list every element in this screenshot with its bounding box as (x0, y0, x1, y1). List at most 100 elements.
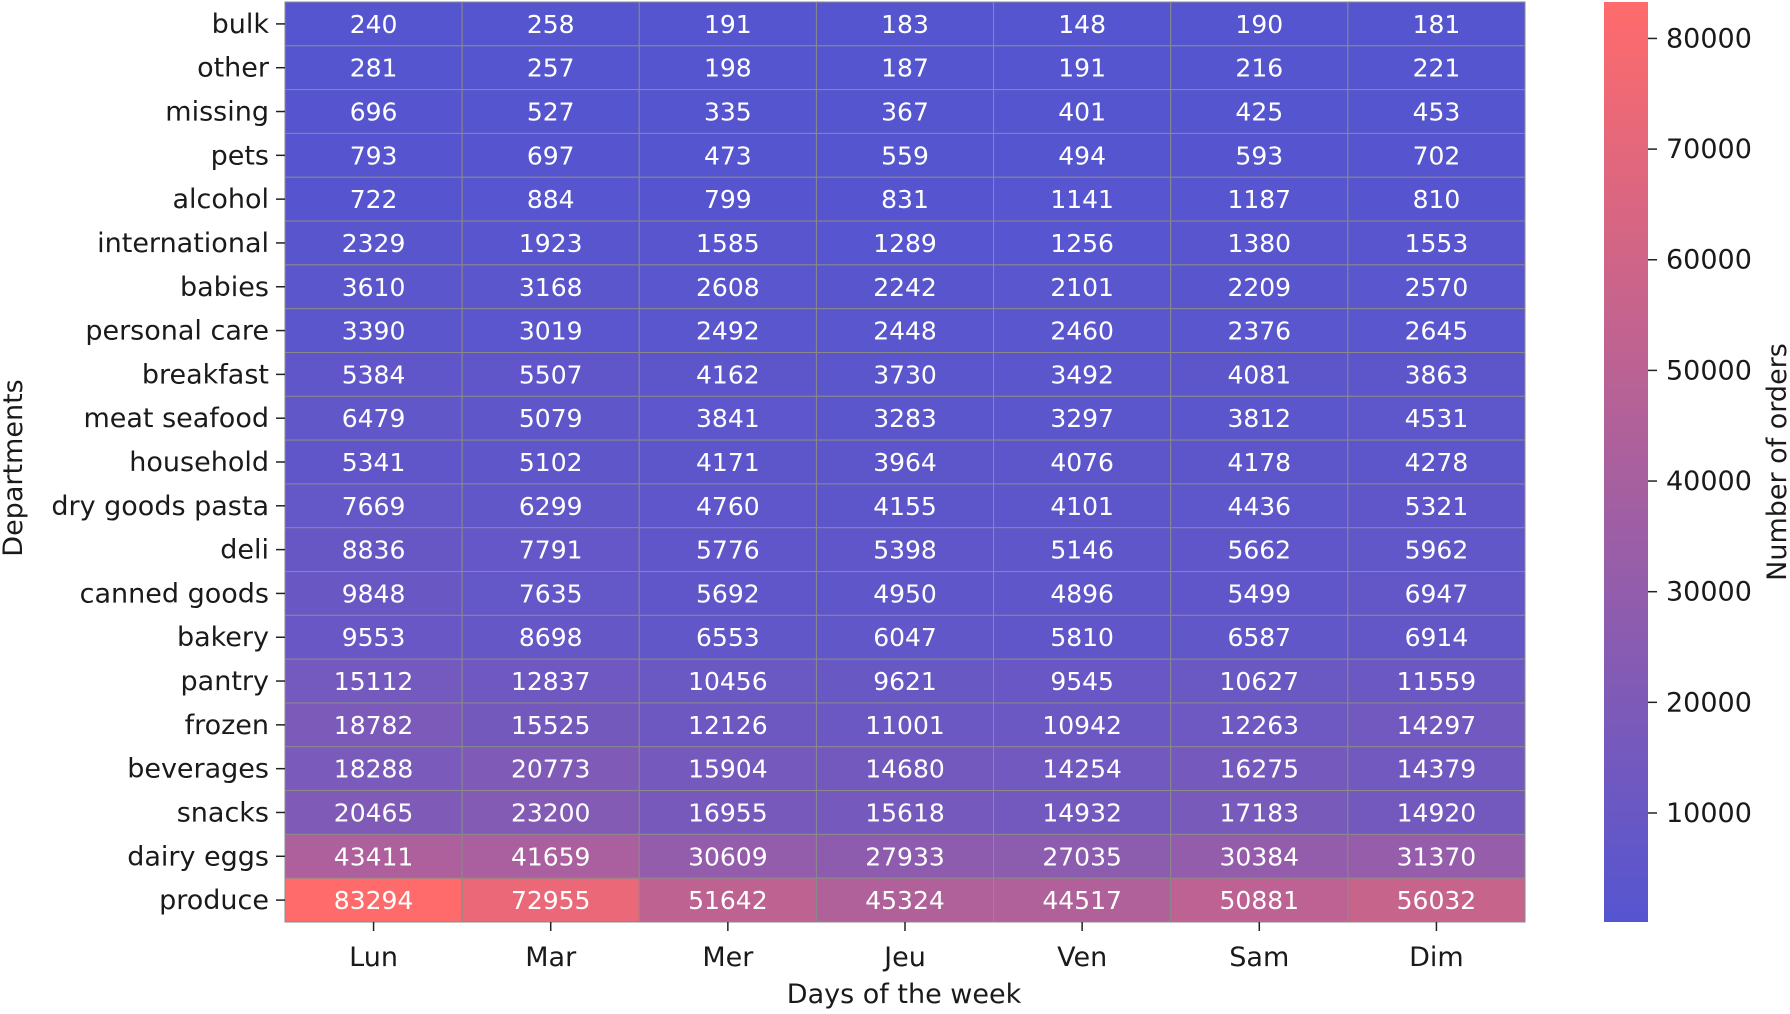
cell-value: 3297 (1050, 404, 1114, 433)
cell-value: 16955 (688, 798, 768, 827)
cell-value: 2242 (873, 273, 937, 302)
cell-value: 181 (1413, 10, 1461, 39)
cell-value: 9848 (342, 579, 406, 608)
cell-value: 50881 (1220, 886, 1300, 915)
cell-value: 2608 (696, 273, 760, 302)
y-axis-label: Departments (0, 379, 29, 556)
cell-value: 8836 (342, 536, 406, 565)
cell-value: 3841 (696, 404, 760, 433)
cell-value: 527 (527, 98, 575, 127)
cell-value: 4178 (1227, 448, 1291, 477)
y-tick-label: deli (220, 535, 269, 566)
cell-value: 5384 (342, 360, 406, 389)
cell-value: 3730 (873, 360, 937, 389)
cell-value: 258 (527, 10, 575, 39)
cell-value: 10627 (1220, 667, 1300, 696)
cell-value: 7635 (519, 579, 583, 608)
cell-value: 697 (527, 141, 575, 170)
cell-value: 44517 (1042, 886, 1122, 915)
y-tick-label: pantry (181, 666, 269, 697)
colorbar-label: Number of orders (1762, 343, 1790, 581)
x-tick-label: Sam (1229, 942, 1289, 973)
cell-value: 45324 (865, 886, 945, 915)
cell-value: 15525 (511, 711, 591, 740)
cell-value: 187 (881, 54, 929, 83)
cell-value: 6914 (1405, 623, 1469, 652)
y-tick-label: personal care (85, 316, 269, 347)
cell-value: 4155 (873, 492, 937, 521)
cell-value: 83294 (334, 886, 414, 915)
cell-value: 6947 (1405, 579, 1469, 608)
y-tick-label: produce (159, 885, 269, 916)
cell-value: 1289 (873, 229, 937, 258)
cell-value: 257 (527, 54, 575, 83)
cell-value: 12126 (688, 711, 768, 740)
cell-value: 3168 (519, 273, 583, 302)
cell-value: 425 (1235, 98, 1283, 127)
cell-value: 4171 (696, 448, 760, 477)
y-tick-label: household (129, 447, 269, 478)
cell-value: 5102 (519, 448, 583, 477)
cell-value: 831 (881, 185, 929, 214)
cell-value: 2448 (873, 317, 937, 346)
cell-value: 401 (1058, 98, 1106, 127)
colorbar-tick-label: 70000 (1666, 134, 1752, 165)
cell-value: 17183 (1220, 798, 1300, 827)
cell-value: 6479 (342, 404, 406, 433)
cell-value: 5398 (873, 536, 937, 565)
cell-value: 10456 (688, 667, 768, 696)
cell-value: 27035 (1042, 842, 1122, 871)
cell-value: 2460 (1050, 317, 1114, 346)
cell-value: 5341 (342, 448, 406, 477)
y-tick-label: canned goods (80, 578, 269, 609)
cell-value: 5962 (1405, 536, 1469, 565)
y-tick-label: beverages (127, 754, 269, 785)
cell-value: 14297 (1397, 711, 1477, 740)
cell-value: 4162 (696, 360, 760, 389)
colorbar-tick-label: 50000 (1666, 355, 1752, 386)
cell-value: 593 (1235, 141, 1283, 170)
cell-value: 3812 (1227, 404, 1291, 433)
cell-value: 190 (1235, 10, 1283, 39)
x-tick-label: Mer (702, 942, 754, 973)
cell-value: 2570 (1405, 273, 1469, 302)
cell-value: 18782 (334, 711, 414, 740)
cell-value: 4896 (1050, 579, 1114, 608)
cell-value: 72955 (511, 886, 591, 915)
cell-value: 2645 (1405, 317, 1469, 346)
cell-value: 14680 (865, 755, 945, 784)
cell-value: 5079 (519, 404, 583, 433)
cell-value: 3283 (873, 404, 937, 433)
y-tick-label: frozen (185, 710, 269, 741)
cell-value: 51642 (688, 886, 768, 915)
cell-value: 2209 (1227, 273, 1291, 302)
y-tick-label: dairy eggs (127, 841, 269, 872)
cell-value: 12263 (1220, 711, 1300, 740)
cell-value: 4076 (1050, 448, 1114, 477)
cell-value: 696 (350, 98, 398, 127)
cell-value: 6587 (1227, 623, 1291, 652)
cell-value: 20465 (334, 798, 414, 827)
cell-value: 5507 (519, 360, 583, 389)
cell-value: 6047 (873, 623, 937, 652)
cell-value: 2376 (1227, 317, 1291, 346)
cell-value: 7669 (342, 492, 406, 521)
colorbar-tick-label: 80000 (1666, 23, 1752, 54)
x-tick-label: Ven (1057, 942, 1107, 973)
cell-value: 27933 (865, 842, 945, 871)
cell-value: 4531 (1405, 404, 1469, 433)
y-tick-label: bulk (212, 9, 270, 40)
cell-value: 702 (1413, 141, 1461, 170)
cell-value: 43411 (334, 842, 414, 871)
cell-value: 1256 (1050, 229, 1114, 258)
cell-value: 884 (527, 185, 575, 214)
y-tick-label: snacks (177, 797, 269, 828)
cell-value: 4081 (1227, 360, 1291, 389)
x-tick-label: Dim (1409, 942, 1464, 973)
cell-value: 1553 (1405, 229, 1469, 258)
cell-value: 8698 (519, 623, 583, 652)
cell-value: 3964 (873, 448, 937, 477)
cell-value: 5321 (1405, 492, 1469, 521)
cell-value: 793 (350, 141, 398, 170)
